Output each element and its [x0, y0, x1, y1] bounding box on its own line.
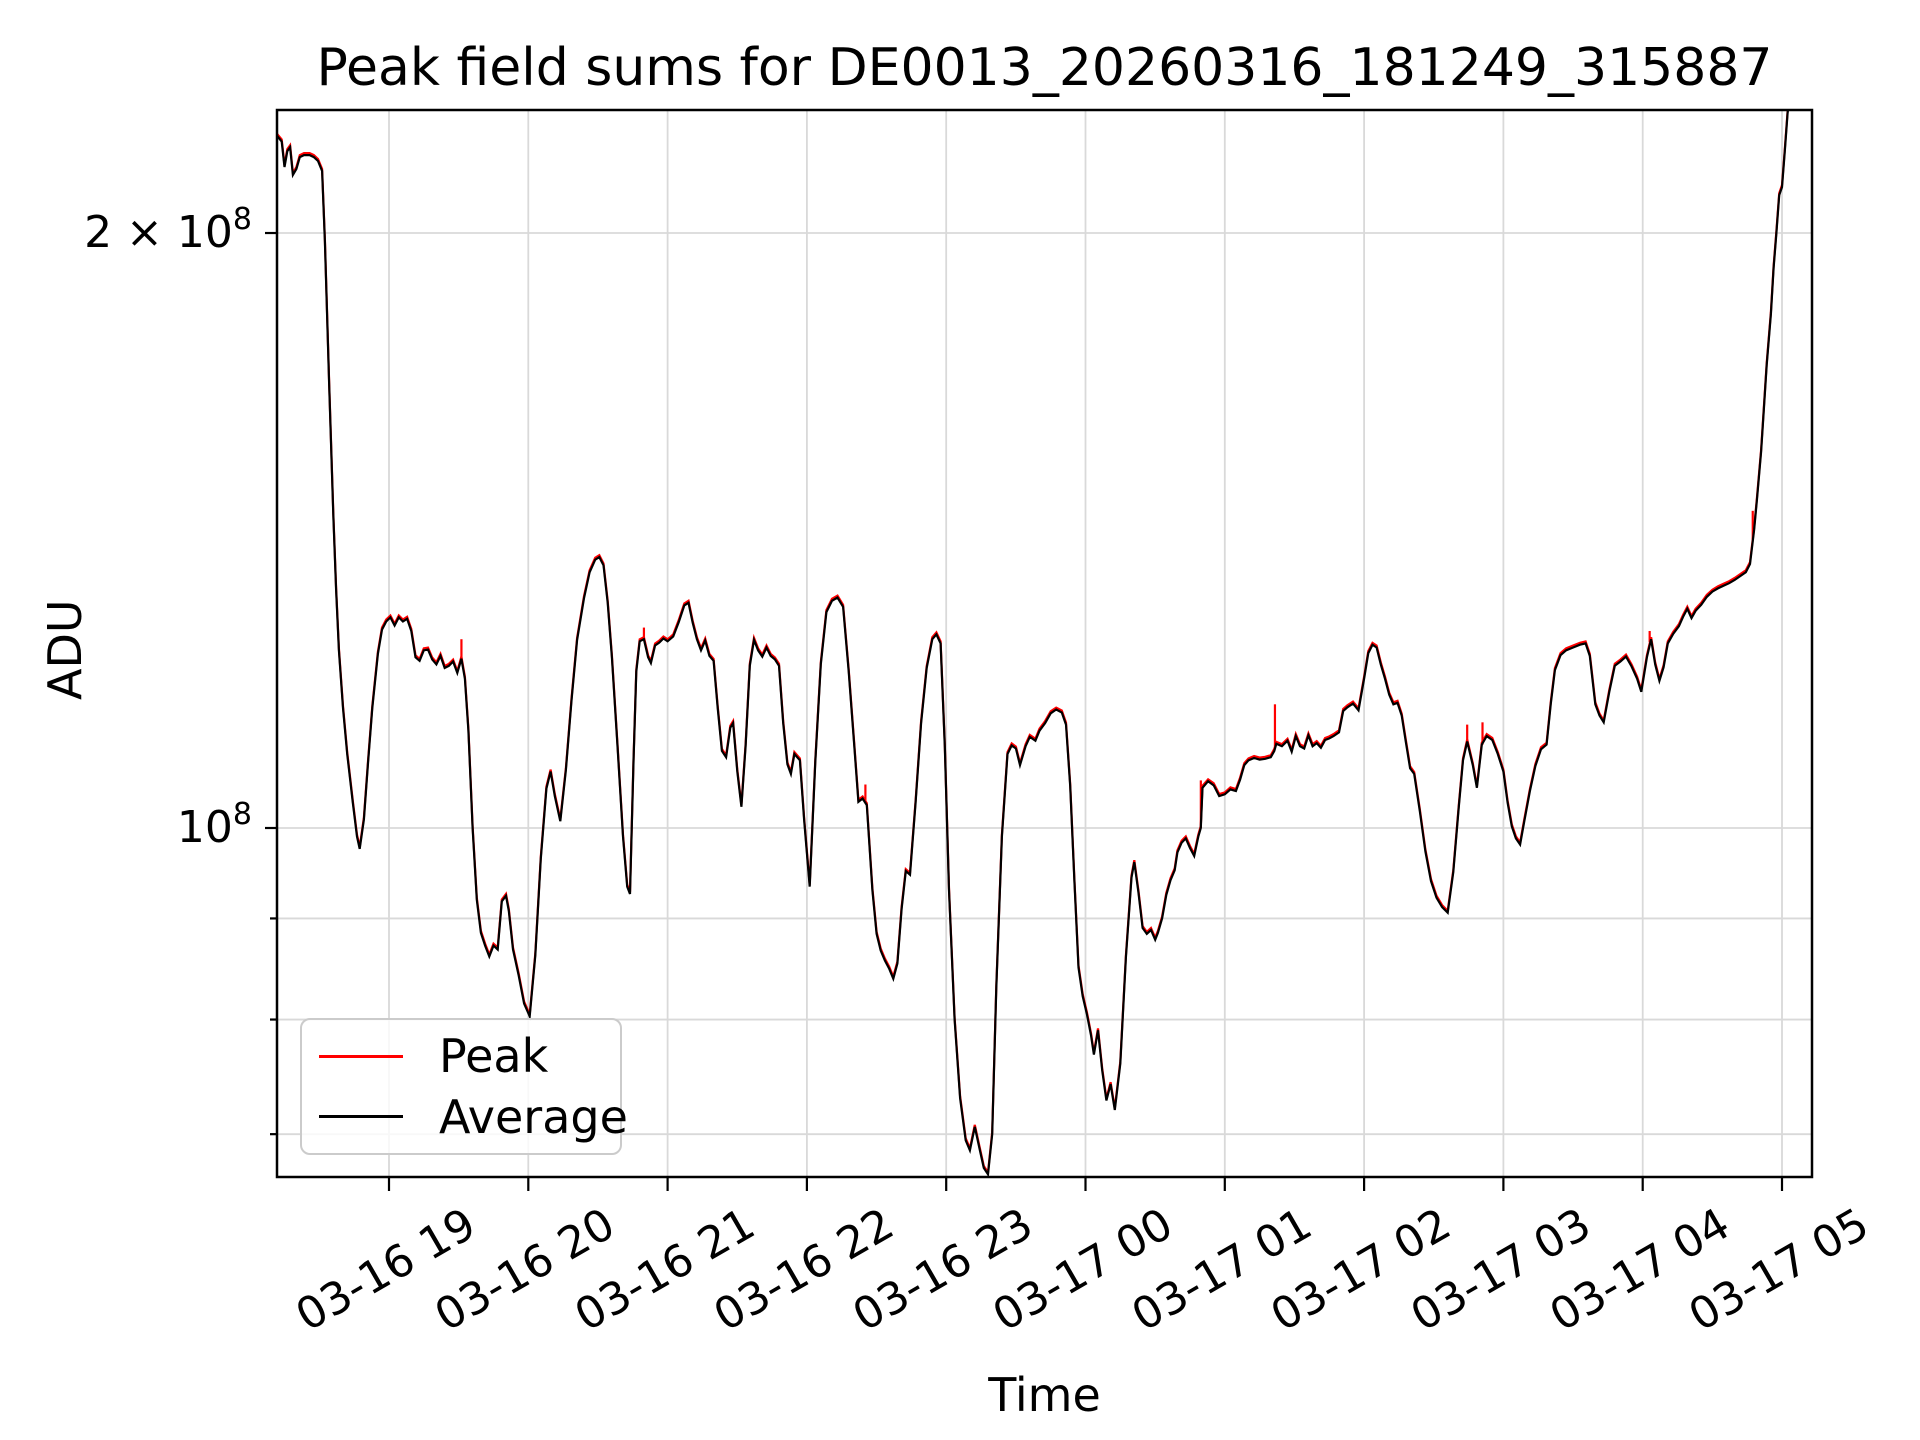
legend-entry-peak: Peak [302, 1033, 620, 1079]
legend-entry-average: Average [302, 1094, 628, 1140]
y-tick-label-2e8: 2 × 108 [84, 205, 252, 255]
y-tick-label-1e8-base: 10 [176, 802, 233, 853]
average-series-line [277, 110, 1790, 1177]
peak-series-line [277, 110, 1789, 1176]
legend: Peak Average [300, 1018, 628, 1155]
x-axis-label: Time [988, 1368, 1101, 1422]
grid [277, 110, 1812, 1177]
y-tick-label-2e8-base: 2 × 10 [84, 207, 233, 258]
peak-line-sample [319, 1054, 403, 1058]
series-area [277, 110, 1790, 1177]
legend-label-average: Average [439, 1089, 628, 1144]
y-tick-label-2e8-exponent: 8 [232, 202, 252, 238]
tick-marks [265, 231, 1784, 1191]
y-axis-label: ADU [38, 599, 92, 700]
y-tick-label-1e8: 108 [177, 800, 252, 850]
chart-title: Peak field sums for DE0013_20260316_1812… [316, 38, 1773, 98]
y-tick-label-1e8-exponent: 8 [232, 797, 252, 833]
axes-spines [275, 108, 1814, 1179]
legend-label-peak: Peak [439, 1029, 549, 1084]
average-line-sample [319, 1115, 403, 1119]
